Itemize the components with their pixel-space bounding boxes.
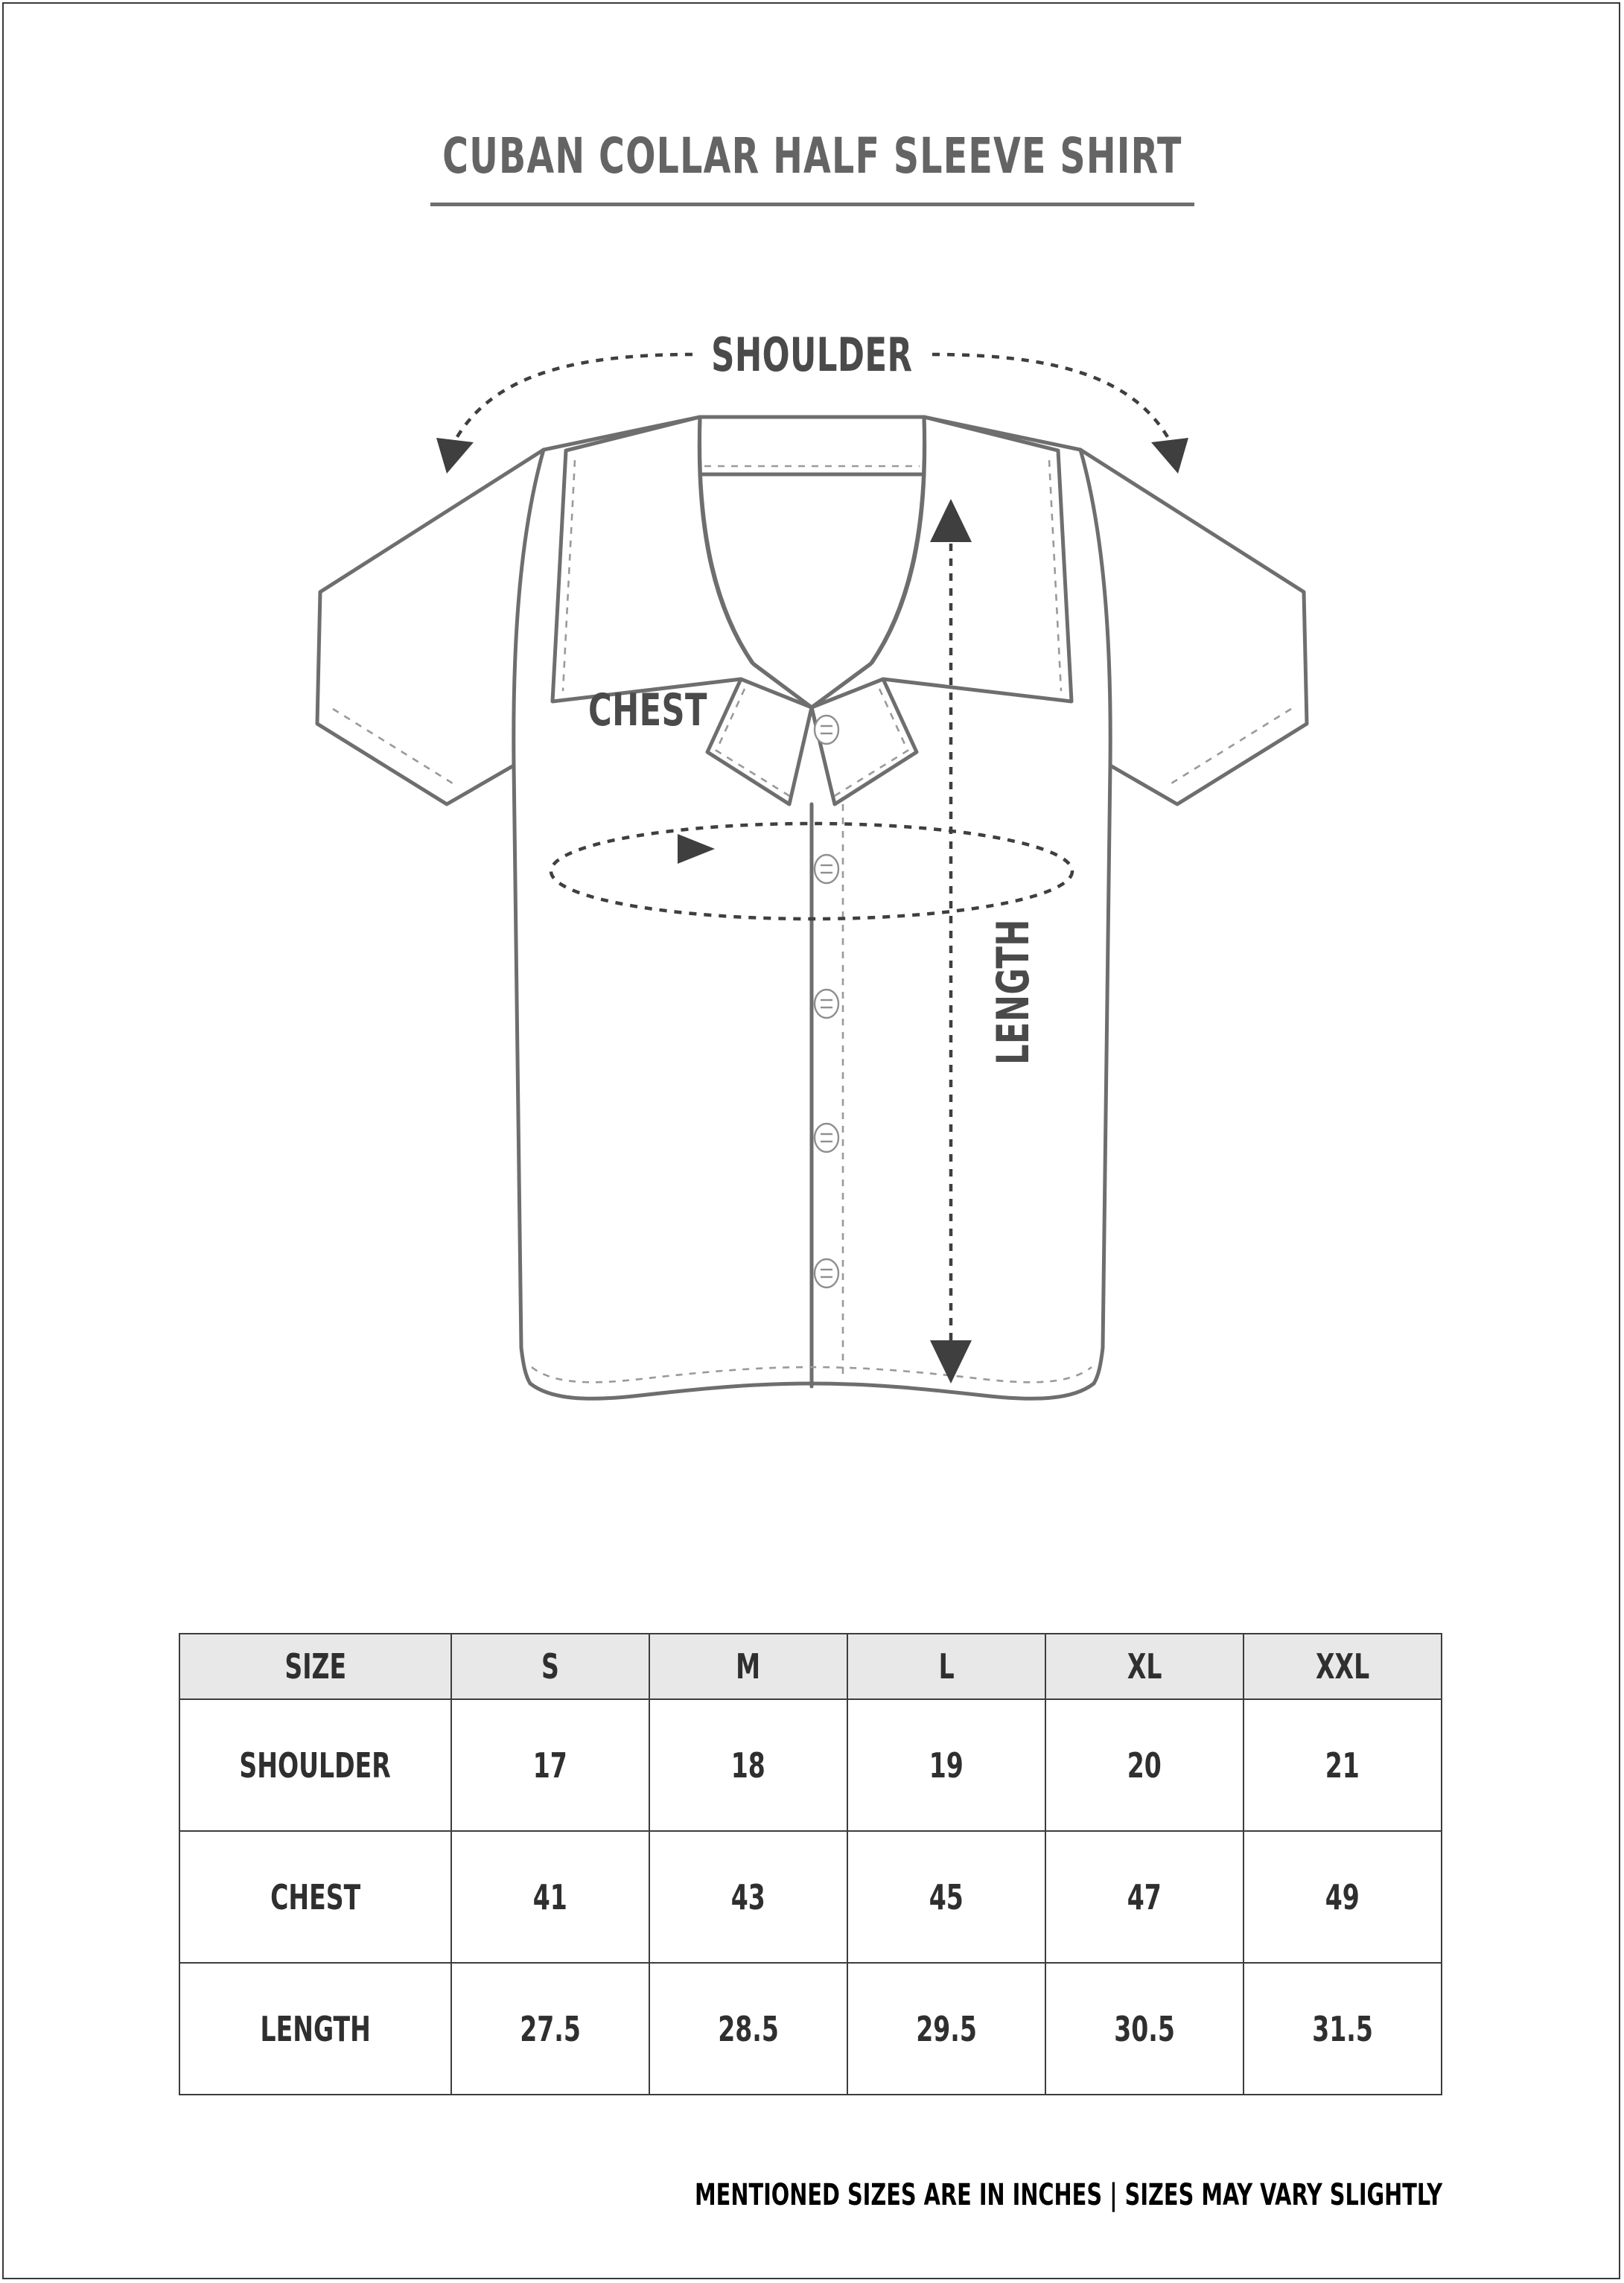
cell-shoulder-m: 18 [649,1698,848,1832]
table-row: SHOULDER 17 18 19 20 21 [179,1698,1442,1832]
left-sleeve-hem-stitch [332,707,453,785]
right-lapel-stitch [1048,459,1063,692]
left-collar-lapel [550,415,814,710]
body-left-side [512,763,532,1386]
length-arrow-head-top [930,499,972,542]
table-row: CHEST 41 43 45 47 49 [179,1830,1442,1964]
right-collar-lapel [809,415,1074,710]
button-5 [813,1258,840,1289]
cell-length-l: 29.5 [847,1962,1046,2095]
row-label-length: LENGTH [179,1962,452,2095]
body-right-side [1092,763,1112,1386]
shoulder-arrow-left-head [436,438,474,474]
size-table: SIZE S M L XL XXL SHOULDER 17 18 19 20 2… [179,1633,1442,2095]
back-collar-stand [697,415,927,710]
cell-chest-l: 45 [847,1830,1046,1964]
length-measure-label: LENGTH [987,919,1039,1065]
cell-chest-xl: 47 [1045,1830,1244,1964]
header-cell-xxl: XXL [1243,1633,1442,1700]
button-4 [813,1122,840,1153]
cell-length-xl: 30.5 [1045,1962,1244,2095]
shoulder-arrow-right-line [932,352,1171,441]
header-cell-xl: XL [1045,1633,1244,1700]
cell-chest-s: 41 [450,1830,650,1964]
title-block: CUBAN COLLAR HALF SLEEVE SHIRT [0,127,1624,206]
row-label-shoulder: SHOULDER [179,1698,452,1832]
chest-arrow-head [678,834,715,864]
button-group [813,714,840,1289]
cell-shoulder-xxl: 21 [1243,1698,1442,1832]
shirt-illustration: SHOULDER CHEST LENGTH [0,283,1624,1549]
cell-shoulder-xl: 20 [1045,1698,1244,1832]
shoulder-arrow-right-head [1151,438,1188,474]
right-sleeve-outline [1078,448,1309,806]
button-2 [813,853,840,885]
hem-topstitch [531,1366,1092,1384]
size-table-container: SIZE S M L XL XXL SHOULDER 17 18 19 20 2… [179,1633,1442,2095]
cell-chest-m: 43 [649,1830,848,1964]
left-sleeve-outline [315,448,546,806]
shoulder-arrow-left-line [454,352,693,441]
shirt-technical-drawing [315,352,1309,1401]
right-collar-notch [809,677,919,806]
right-sleeve-hem-stitch [1171,707,1292,785]
left-armhole [512,448,546,768]
cell-shoulder-l: 19 [847,1698,1046,1832]
left-lapel-stitch [561,459,576,692]
cell-length-m: 28.5 [649,1962,848,2095]
table-row: LENGTH 27.5 28.5 29.5 30.5 31.5 [179,1962,1442,2095]
title-underline [430,203,1194,206]
header-cell-l: L [847,1633,1046,1700]
header-cell-size: SIZE [179,1633,452,1700]
chest-measure-ellipse [549,821,1074,921]
right-armhole [1078,448,1112,768]
right-collar-inner-stitch [832,688,909,798]
button-3 [813,988,840,1019]
header-cell-s: S [450,1633,650,1700]
page-title: CUBAN COLLAR HALF SLEEVE SHIRT [442,127,1182,185]
header-cell-m: M [649,1633,848,1700]
cell-shoulder-s: 17 [450,1698,650,1832]
row-label-chest: CHEST [179,1830,452,1964]
footer-note: MENTIONED SIZES ARE IN INCHES | SIZES MA… [694,2178,1442,2212]
left-collar-inner-stitch [715,688,792,798]
chest-measure-label: CHEST [588,684,707,736]
button-1 [813,714,840,745]
left-collar-notch [705,677,814,806]
cell-length-s: 27.5 [450,1962,650,2095]
table-header-row: SIZE S M L XL XXL [179,1633,1442,1700]
shoulder-measure-label: SHOULDER [711,328,913,382]
cell-chest-xxl: 49 [1243,1830,1442,1964]
length-arrow-head-bottom [930,1340,972,1384]
cell-length-xxl: 31.5 [1243,1962,1442,2095]
